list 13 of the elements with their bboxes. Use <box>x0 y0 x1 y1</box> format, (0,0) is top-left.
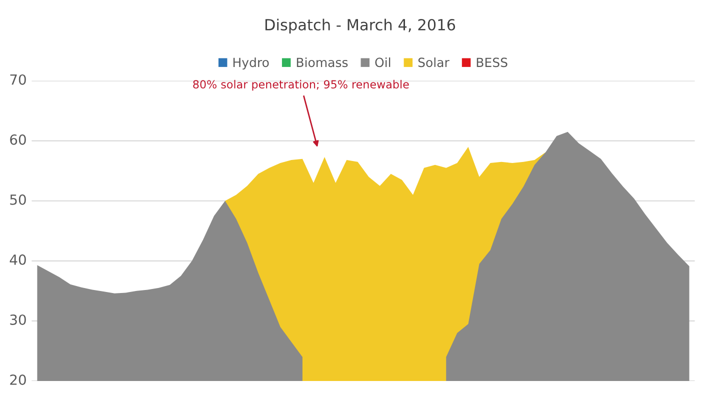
y-tick-label: 70 <box>10 74 26 85</box>
y-tick-label: 30 <box>10 314 26 325</box>
annotation: 80% solar penetration; 95% renewable <box>193 80 409 91</box>
y-tick-label: 20 <box>10 374 26 385</box>
y-tick-label: 40 <box>10 254 26 265</box>
y-tick-label: 60 <box>10 134 26 145</box>
legend-label: Solar <box>418 57 450 68</box>
legend-label: Hydro <box>233 57 269 70</box>
legend-label: Biomass <box>296 57 348 68</box>
legend-label: BESS <box>476 58 508 68</box>
legend-label: Oil <box>375 57 390 68</box>
chart-title: Dispatch - March 4, 2016 <box>265 18 456 34</box>
y-tick-label: 50 <box>10 194 26 205</box>
